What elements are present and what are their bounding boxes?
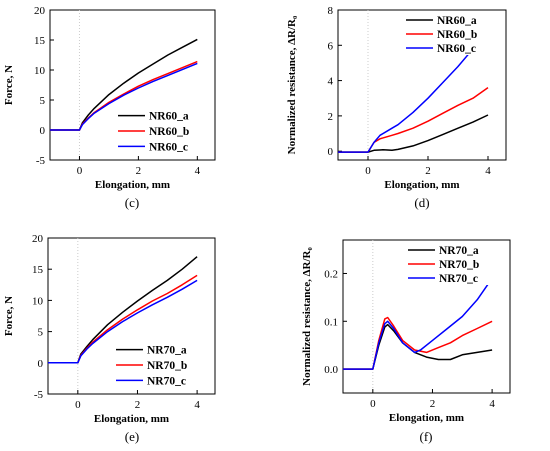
series-line-nr70-b (343, 316, 493, 370)
legend-label: NR70_a (147, 345, 187, 357)
legend-label: NR70_c (147, 375, 186, 387)
legend: NR70_a NR70_b NR70_c (113, 342, 212, 388)
legend: NR60_a NR60_b NR60_c (115, 108, 211, 154)
y-tick-label: 0.0 (324, 364, 338, 376)
y-tick-label: 15 (32, 264, 44, 276)
chart-panel-2: 0 2 4 6 8 0 2 4 Elongation, mm Normalized resista… (286, 5, 507, 210)
y-tick-label: 4 (328, 76, 334, 88)
legend: NR60_a NR60_b NR60_c (403, 13, 502, 55)
legend-label: NR60_b (437, 29, 477, 41)
chart-panel-3: -5 0 5 10 15 20 0 2 4 Elongation, mm Force, N NR70_… (3, 233, 216, 444)
panel-label: (c) (125, 195, 139, 210)
x-tick-label: 4 (489, 398, 495, 410)
y-tick-label: 0 (40, 125, 46, 137)
legend-label: NR70_a (439, 245, 479, 257)
y-tick-label: 0.2 (324, 268, 338, 280)
y-tick-label: 2 (328, 111, 334, 123)
y-tick-label: 0 (328, 146, 334, 158)
plot-frame (47, 237, 216, 395)
series-line-nr70-c (48, 279, 198, 364)
panel-label: (e) (125, 429, 139, 444)
chart-panel-1: -5 0 5 10 15 20 0 2 4 Elongation, mm Force, N NR60_… (3, 5, 216, 210)
y-axis-title: Force, N (3, 65, 15, 105)
x-axis-title: Elongation, mm (94, 413, 169, 425)
x-tick-label: 2 (430, 398, 436, 410)
y-tick-label: 10 (32, 295, 44, 307)
x-axis-title: Elongation, mm (384, 179, 459, 191)
y-tick-label: 15 (34, 35, 46, 47)
y-tick-label: 0 (38, 358, 44, 370)
y-tick-label: 20 (32, 233, 44, 245)
plot-frame (337, 9, 507, 161)
legend-label: NR60_a (149, 111, 189, 123)
x-tick-label: 4 (194, 399, 200, 411)
legend: NR70_a NR70_b NR70_c (405, 243, 506, 285)
x-tick-label: 2 (136, 165, 142, 177)
series-line-nr60-c (338, 27, 489, 153)
x-tick-label: 0 (75, 399, 81, 411)
x-tick-label: 4 (485, 165, 491, 177)
y-tick-label: -5 (36, 155, 46, 167)
chart-panel-4: 0.0 0.1 0.2 0 2 4 Elongation, mm Normalized res… (301, 239, 511, 444)
legend-label: NR70_b (439, 259, 479, 271)
legend-label: NR60_b (149, 126, 189, 138)
y-tick-label: 5 (40, 95, 46, 107)
legend-label: NR70_c (439, 273, 478, 285)
x-tick-label: 0 (370, 398, 376, 410)
y-axis-title: Normalized resistance, ΔR/R₀ (286, 15, 298, 154)
x-tick-label: 0 (365, 165, 371, 177)
y-tick-label: -5 (34, 389, 44, 401)
y-tick-label: 5 (38, 327, 44, 339)
x-axis-title: Elongation, mm (95, 179, 170, 191)
y-tick-label: 6 (328, 40, 334, 52)
y-axis-title: Force, N (3, 296, 15, 336)
x-tick-label: 2 (425, 165, 431, 177)
panel-label: (f) (420, 429, 433, 444)
series-line-nr60-b (338, 86, 489, 153)
legend-label: NR60_a (437, 15, 477, 27)
series-line-nr60-a (338, 114, 489, 153)
series-line-nr70-c (343, 277, 493, 370)
legend-label: NR70_b (147, 360, 187, 372)
y-axis-title: Normalized resistance, ΔR/R₀ (301, 247, 313, 386)
x-tick-label: 0 (77, 165, 83, 177)
y-tick-label: 20 (34, 5, 46, 17)
x-tick-label: 2 (135, 399, 141, 411)
y-tick-label: 10 (34, 65, 46, 77)
x-axis-title: Elongation, mm (389, 412, 464, 424)
legend-label: NR60_c (149, 141, 188, 153)
y-tick-label: 8 (328, 5, 334, 17)
plot-frame (49, 9, 216, 161)
panel-label: (d) (414, 195, 429, 210)
series-line-nr60-c (50, 62, 198, 131)
plot-frame (342, 239, 511, 394)
x-tick-label: 4 (195, 165, 201, 177)
y-tick-label: 0.1 (324, 316, 338, 328)
legend-label: NR60_c (437, 43, 476, 55)
